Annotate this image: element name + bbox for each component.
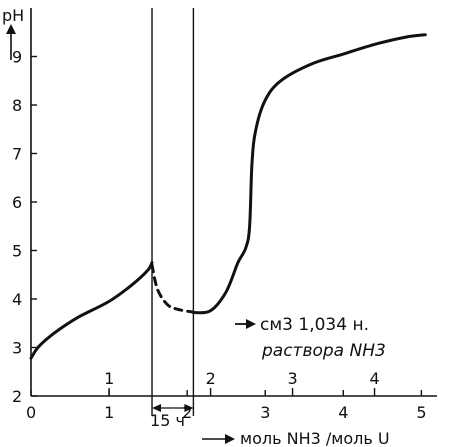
top-axis-note-arrowhead [246, 319, 256, 329]
titration-curve [29, 261, 154, 360]
gap-annotation: 15 ч [150, 404, 194, 430]
y-tick-label: 8 [12, 96, 22, 115]
gap-label: 15 ч [150, 411, 185, 430]
y-tick-label: 5 [12, 242, 22, 261]
y-tick-label: 3 [12, 339, 22, 358]
y-axis-arrowhead [6, 24, 16, 34]
bottom-axis-note: моль NH3 /моль U [202, 429, 390, 447]
titration-curve-dashed [150, 263, 195, 314]
x-tick-label: 2 [182, 403, 192, 422]
top-scale-tick-label: 3 [288, 369, 298, 388]
x-tick-label: 5 [416, 403, 426, 422]
x-tick-label: 3 [260, 403, 270, 422]
top-scale-tick-label: 1 [104, 369, 114, 388]
y-tick-label: 2 [12, 387, 22, 406]
x-tick-label: 4 [338, 403, 348, 422]
y-tick-label: 9 [12, 48, 22, 67]
gap-arrowhead-right [184, 404, 194, 412]
y-tick-label: 7 [12, 145, 22, 164]
titration-curve [191, 33, 427, 315]
x-axis-title: моль NH3 /моль U [240, 429, 390, 447]
x-tick-label: 1 [104, 403, 114, 422]
top-scale-tick-label: 2 [206, 369, 216, 388]
top-scale-tick-label: 4 [370, 369, 380, 388]
top-axis-note: см3 1,034 н. раствора NH3 [235, 315, 386, 361]
x-tick-label: 0 [26, 403, 36, 422]
gap-arrowhead-left [152, 404, 162, 412]
top-axis-label-line2: раствора NH3 [261, 341, 386, 361]
y-tick-label: 6 [12, 193, 22, 212]
y-tick-label: 4 [12, 290, 22, 309]
top-axis-label-line1: см3 1,034 н. [260, 315, 369, 335]
bottom-axis-note-arrowhead [225, 434, 235, 444]
y-axis-title: pH [2, 6, 24, 25]
